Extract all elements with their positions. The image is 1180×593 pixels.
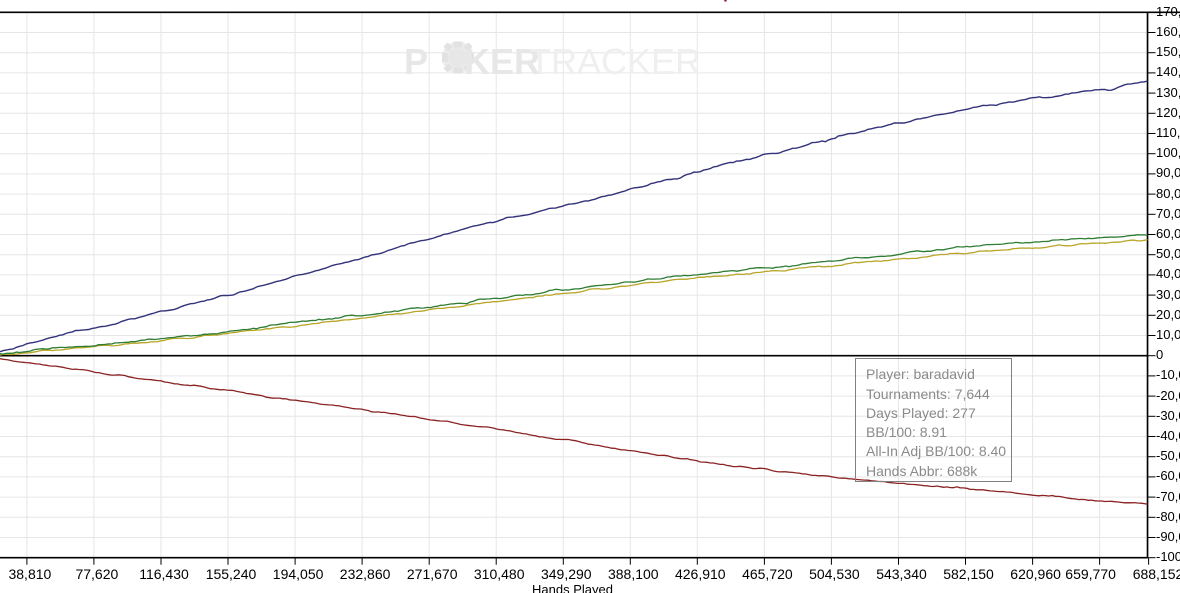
- svg-text:P: P: [404, 41, 428, 82]
- svg-text:TRACKER: TRACKER: [529, 41, 701, 82]
